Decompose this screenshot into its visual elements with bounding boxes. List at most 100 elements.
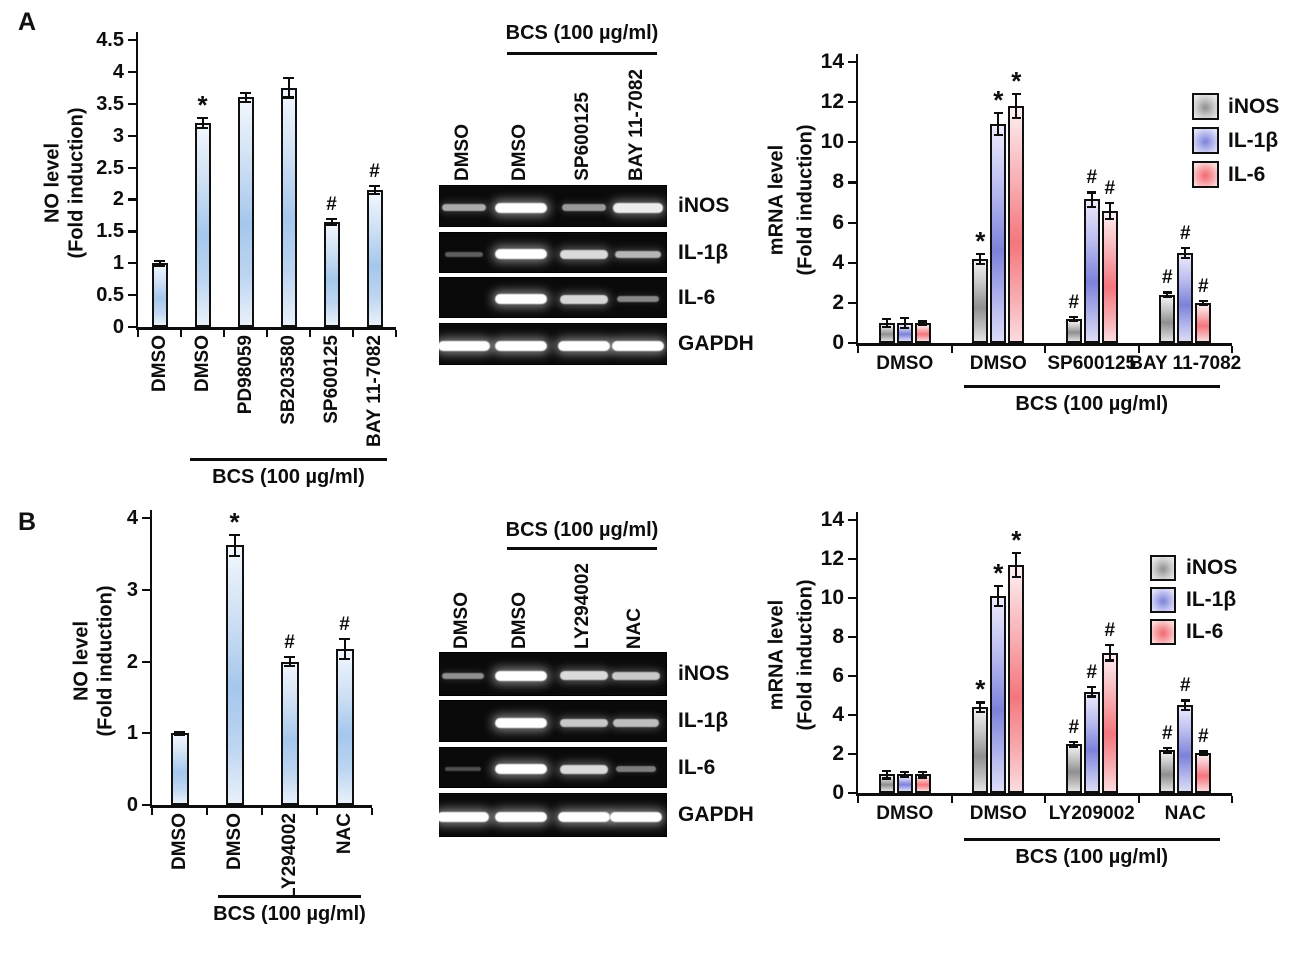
error-bar-cap-bottom: [993, 134, 1003, 137]
gel-band: [612, 718, 660, 727]
error-bar-line: [1108, 644, 1111, 661]
error-bar-cap-top: [284, 656, 295, 659]
category-label: BAY 11-7082: [1129, 353, 1242, 374]
error-bar-cap-bottom: [993, 604, 1003, 607]
error-bar-cap-top: [1198, 299, 1208, 303]
gel-band: [441, 672, 485, 680]
error-bar-cap-top: [1162, 291, 1172, 294]
significance-label: #: [1086, 167, 1098, 189]
error-bar-cap-bottom: [326, 223, 337, 227]
y-axis-tick: [847, 714, 856, 717]
y-axis-tick: [847, 261, 856, 264]
bar-IL-1β: [990, 596, 1007, 793]
gel-band: [612, 203, 664, 213]
legend-label-IL-6: IL-6: [1186, 620, 1224, 643]
error-bar-cap-bottom: [1105, 217, 1115, 220]
error-bar-cap-bottom: [240, 100, 251, 104]
y-axis-tick: [847, 101, 856, 104]
y-axis-tick: [141, 732, 150, 735]
y-axis-tick: [127, 102, 136, 105]
category-label: DMSO: [876, 803, 934, 824]
y-tick-label: 10: [820, 586, 844, 609]
error-bar-cap-bottom: [229, 555, 240, 558]
error-bar-line: [201, 117, 204, 128]
gel-band: [559, 671, 609, 681]
gel-row-GAPDH: [438, 323, 667, 365]
significance-label: #: [1197, 275, 1209, 297]
bar-iNOS: [1159, 750, 1176, 793]
gel-band: [560, 718, 608, 727]
error-bar-cap-bottom: [1180, 709, 1190, 712]
category-label: DMSO: [876, 353, 934, 374]
y-axis: [149, 510, 152, 805]
gel-header-underline: [507, 547, 657, 550]
panel-a-label: A: [18, 8, 37, 36]
gel-row-label: GAPDH: [678, 803, 754, 826]
y-axis-tick: [847, 221, 856, 224]
gel-row-label: iNOS: [678, 662, 730, 685]
x-axis-tick: [371, 807, 374, 815]
error-bar-cap-top: [1180, 699, 1190, 702]
y-tick-label: 4: [112, 60, 124, 83]
error-bar-line: [287, 78, 290, 98]
error-bar-line: [903, 317, 906, 328]
error-bar-cap-top: [197, 116, 208, 119]
y-tick-label: 2: [112, 188, 124, 211]
significance-label: #: [369, 161, 380, 183]
y-tick-label: 4.5: [96, 29, 124, 51]
x-axis-tick: [309, 329, 312, 337]
gel-band: [559, 294, 609, 304]
gel-row-GAPDH: [437, 793, 667, 837]
y-tick-label: 10: [820, 130, 844, 154]
error-bar-cap-bottom: [1069, 745, 1079, 748]
gel-row-IL-1β: [439, 700, 667, 742]
y-tick-label: 0: [832, 331, 844, 354]
error-bar-cap-top: [1087, 191, 1097, 194]
error-bar-cap-top: [882, 769, 892, 772]
gel-band: [438, 340, 490, 351]
gel-band: [559, 764, 609, 774]
significance-label: #: [1068, 292, 1080, 314]
gel-band: [495, 717, 547, 728]
gel-band: [495, 202, 547, 213]
y-axis-tick: [847, 636, 856, 639]
legend-label-iNOS: iNOS: [1186, 556, 1238, 579]
legend-label-iNOS: iNOS: [1228, 95, 1280, 118]
significance-label: *: [993, 85, 1004, 116]
gel-row-iNOS: [439, 185, 667, 227]
significance-label: #: [1086, 661, 1098, 683]
error-bar-line: [885, 318, 888, 327]
y-tick-label: 12: [820, 547, 844, 570]
y-tick-label: 6: [832, 664, 844, 687]
error-bar-cap-bottom: [1198, 303, 1208, 307]
x-axis-tick: [1044, 345, 1047, 353]
bar-IL-6: [1008, 564, 1025, 793]
gel-row-label: IL-6: [678, 755, 716, 779]
error-bar-cap-top: [993, 585, 1003, 588]
error-bar-cap-top: [975, 252, 985, 255]
gel-band: [495, 811, 547, 822]
error-bar-cap-bottom: [154, 264, 165, 267]
error-bar-cap-top: [1011, 552, 1021, 555]
y-axis-tick: [141, 660, 150, 663]
bracket-label: BCS (100 µg/ml): [213, 903, 366, 925]
significance-label: #: [1161, 267, 1173, 289]
bracket-line: [963, 838, 1220, 841]
error-bar-cap-bottom: [1069, 319, 1079, 322]
gel-row-label: iNOS: [678, 194, 730, 217]
y-axis-tick: [127, 326, 136, 329]
gel-band: [610, 811, 662, 822]
gel-band: [559, 249, 609, 259]
x-axis: [855, 793, 1232, 796]
bar-iNOS: [972, 707, 989, 793]
error-bar-cap-bottom: [918, 776, 928, 779]
y-axis: [135, 32, 138, 327]
error-bar-line: [1166, 747, 1169, 753]
gel-band: [558, 811, 610, 822]
x-axis-tick: [137, 329, 140, 337]
error-bar-cap-top: [1069, 316, 1079, 319]
x-axis-tick: [950, 795, 953, 803]
y-axis-tick: [847, 597, 856, 600]
gel-band: [562, 204, 606, 212]
